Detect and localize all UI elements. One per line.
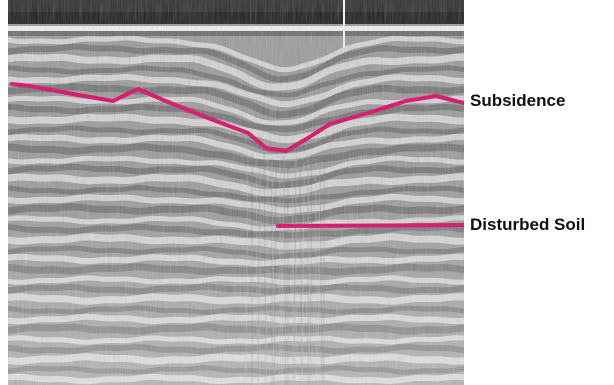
subsidence-label: Subsidence xyxy=(470,91,566,110)
disturbed-soil-line xyxy=(276,223,464,228)
disturbed-soil-label: Disturbed Soil xyxy=(470,215,586,234)
depth-fade xyxy=(8,200,464,385)
radar-scan-image xyxy=(8,0,464,385)
subsidence-line xyxy=(10,82,464,153)
